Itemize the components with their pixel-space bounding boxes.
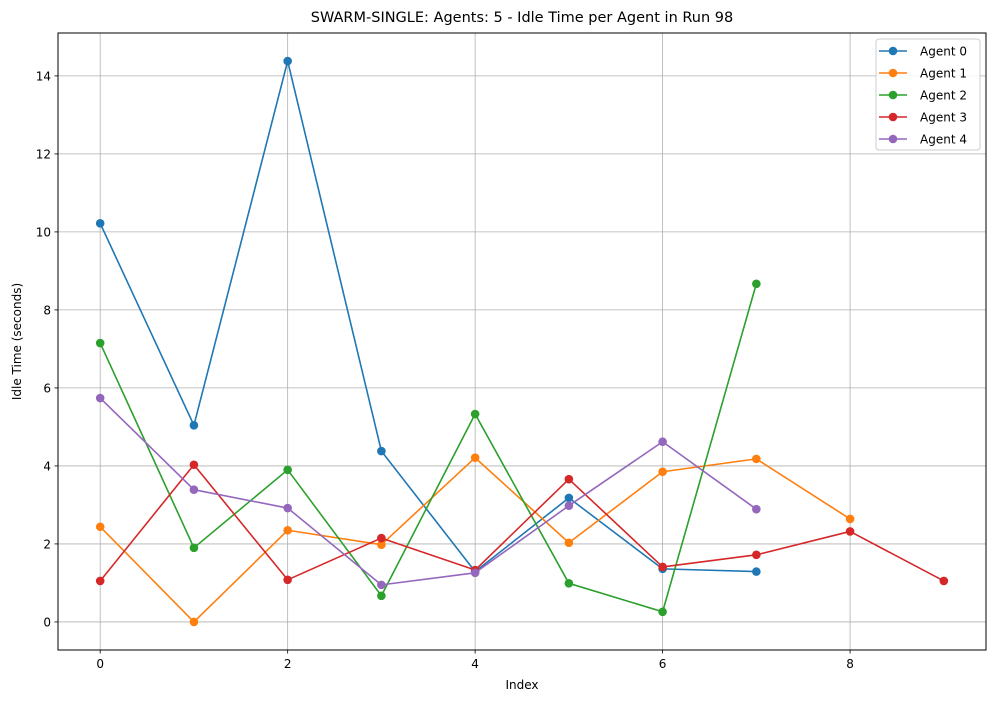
data-point [658,437,667,447]
data-point [283,575,292,585]
data-point [377,580,386,590]
legend: Agent 0 Agent 1 Agent 2 Agent 3 Agent 4 [875,38,981,151]
x-tick-label: 8 [846,657,854,671]
legend-label: Agent 1 [920,67,967,81]
series-agent-2 [95,279,761,617]
data-point [189,460,199,470]
y-tick-label: 14 [36,69,51,83]
data-point [752,504,761,514]
legend-label: Agent 0 [920,45,967,59]
data-point [377,591,386,601]
legend-marker [888,112,898,122]
legend-item: Agent 1 [879,67,967,81]
data-point [564,579,574,588]
data-point [564,538,574,548]
data-point [95,576,105,586]
data-point [564,493,574,503]
y-tick-label: 6 [43,381,51,395]
data-point [189,617,199,627]
series-agent-0 [95,56,761,576]
legend-label: Agent 2 [920,89,967,103]
x-axis-label: Index [505,678,538,692]
legend-item: Agent 2 [879,89,967,103]
data-point [658,607,667,617]
x-tick-label: 2 [284,657,292,671]
data-point [95,219,105,228]
data-point [377,533,386,543]
data-point [939,576,949,586]
data-point [189,485,199,495]
plot-frame [57,32,987,651]
data-point [470,568,480,578]
data-point [283,56,292,66]
data-point [95,393,105,403]
legend-marker [888,90,898,100]
data-point [283,465,292,475]
data-point [189,543,199,553]
series-line [99,283,758,613]
data-point [564,501,574,510]
data-point [283,503,292,513]
data-point [752,279,761,289]
data-point [658,467,667,477]
data-point [283,525,292,535]
data-point [470,453,480,463]
y-tick-label: 10 [36,225,51,239]
legend-marker [888,68,898,78]
data-point [95,522,105,532]
legend-box [875,38,981,151]
data-point [845,527,855,536]
data-point [95,338,105,348]
data-point [564,474,574,484]
data-point [189,421,199,430]
y-tick-label: 12 [36,147,51,161]
data-point [377,540,386,549]
series-line [99,60,757,573]
y-tick-label: 4 [43,459,51,473]
series-line [99,463,945,582]
data-point [752,550,761,560]
data-point [752,567,761,576]
data-point [377,446,386,456]
legend-item: Agent 3 [879,111,967,125]
y-tick-label: 0 [43,615,51,629]
grid [58,33,986,650]
legend-item: Agent 0 [879,45,967,59]
y-axis-label: Idle Time (seconds) [10,283,24,400]
chart-title: SWARM-SINGLE: Agents: 5 - Idle Time per … [311,10,733,26]
axes: 0 2 4 6 8 0 2 4 6 8 10 12 14 [36,69,854,671]
legend-item: Agent 4 [879,133,967,147]
series-line [99,397,757,586]
data-point [845,514,855,524]
x-tick-label: 0 [96,657,104,671]
x-tick-label: 4 [471,657,479,671]
series-agent-4 [95,393,761,590]
data-point [658,562,667,572]
legend-label: Agent 3 [920,111,967,125]
y-tick-label: 8 [43,303,51,317]
legend-marker [888,46,898,56]
data-point [752,454,761,464]
series-agent-1 [95,453,855,627]
series-layer [95,56,949,627]
data-point [470,409,480,419]
y-tick-label: 2 [43,537,51,551]
legend-marker [888,134,898,144]
x-tick-label: 6 [659,657,667,671]
legend-label: Agent 4 [920,133,967,147]
